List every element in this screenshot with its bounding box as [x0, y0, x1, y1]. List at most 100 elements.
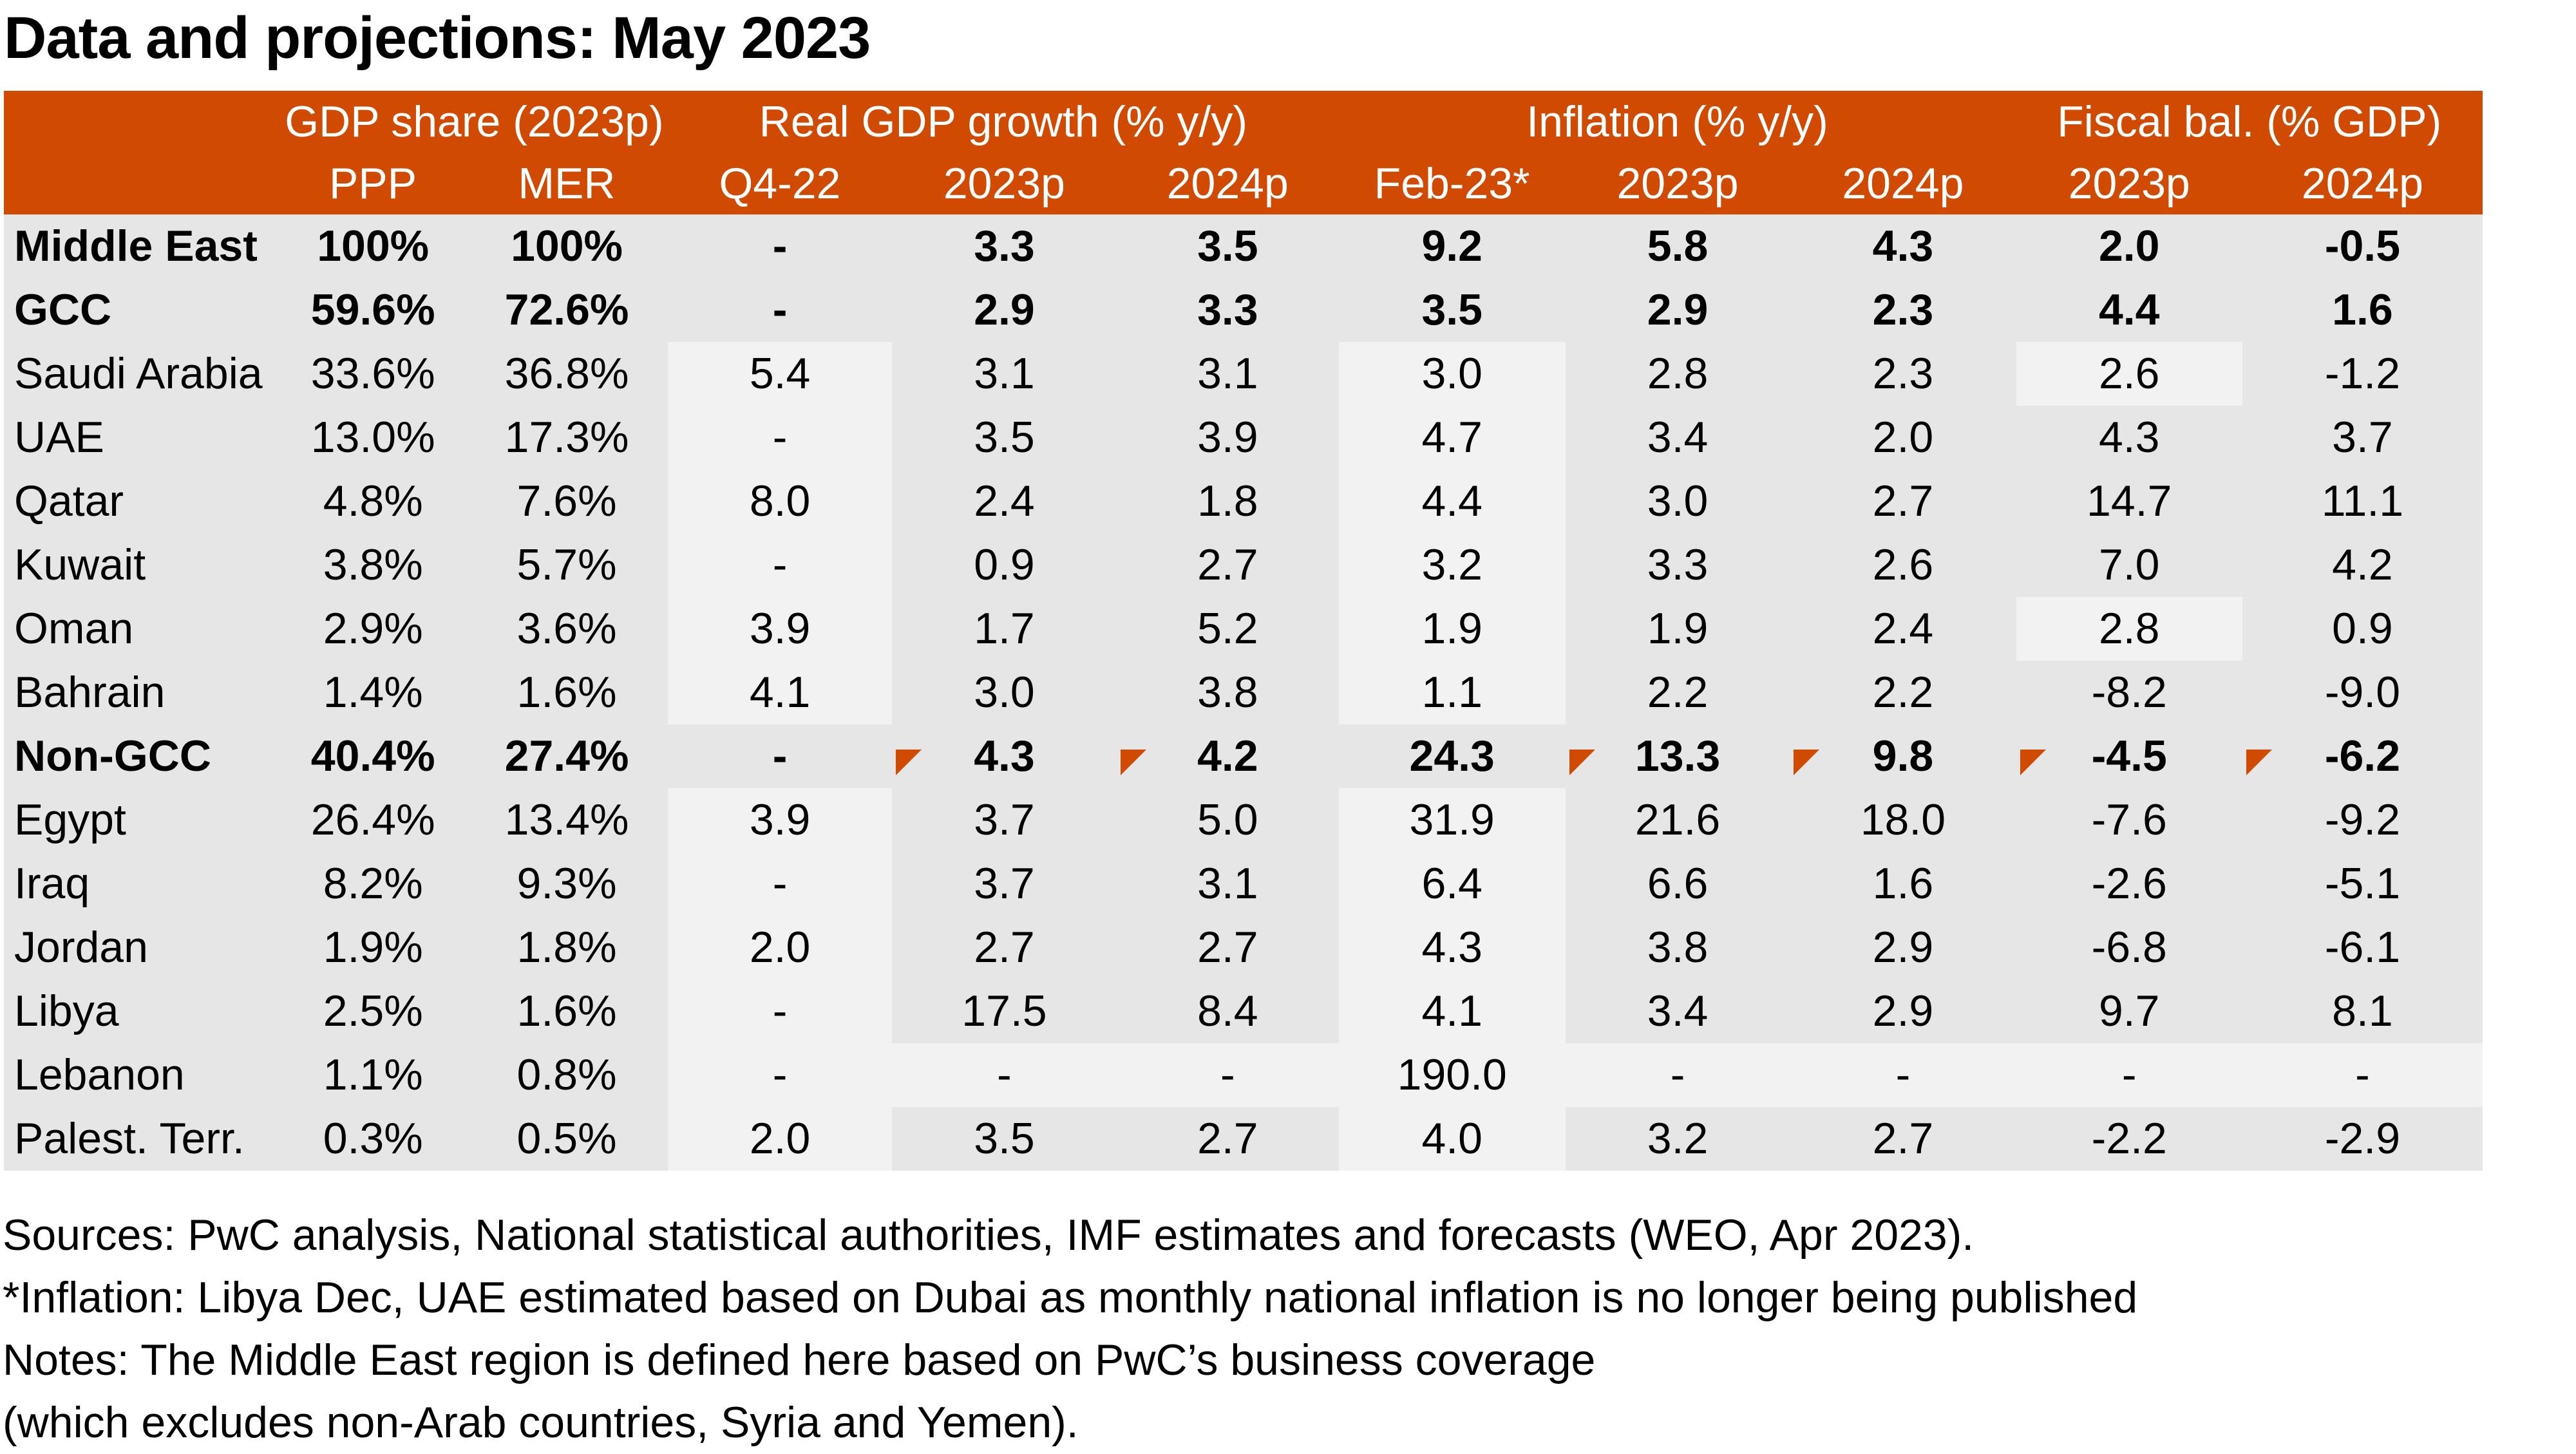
cell-value: 33.6% — [310, 349, 435, 398]
cell-gdp-2024p: 1.8 — [1117, 469, 1339, 533]
cell-fiscal-2023p: 4.4 — [2016, 278, 2242, 342]
cell-value: - — [1895, 1050, 1911, 1099]
cell-value: 3.7 — [974, 859, 1035, 908]
cell-value: 5.0 — [1197, 795, 1258, 844]
comment-indicator-icon[interactable] — [1794, 729, 1820, 775]
cell-gdp-q4-22: 5.4 — [668, 342, 892, 406]
cell-ppp: 40.4% — [280, 724, 466, 788]
cell-value: 13.4% — [504, 795, 629, 844]
cell-mer: 3.6% — [465, 597, 668, 661]
cell-value: 3.3 — [1197, 285, 1258, 334]
data-table: GDP share (2023p) Real GDP growth (% y/y… — [4, 91, 2483, 1171]
cell-value: 9.2 — [1421, 222, 1482, 270]
cell-fiscal-2023p: -4.5 — [2016, 724, 2242, 788]
cell-value: -6.2 — [2324, 732, 2401, 780]
cell-gdp-2024p: 8.4 — [1117, 979, 1339, 1043]
cell-gdp-2023p: 1.7 — [891, 597, 1117, 661]
cell-value: 2.7 — [1197, 1114, 1258, 1163]
cell-fiscal-2023p: -2.6 — [2016, 852, 2242, 916]
cell-value: 6.4 — [1421, 859, 1482, 908]
cell-value: 2.8 — [1647, 349, 1709, 398]
table-row: Egypt 26.4% 13.4% 3.9 3.7 5.0 31.9 21.6 18.0 -7.6… — [4, 788, 2483, 852]
column-header-fiscal-2023p: 2023p — [2068, 159, 2190, 208]
cell-value: 4.3 — [2098, 413, 2160, 462]
cell-fiscal-2023p: 14.7 — [2016, 469, 2242, 533]
cell-gdp-2023p: 3.1 — [891, 342, 1117, 406]
cell-fiscal-2024p: 1.6 — [2242, 278, 2483, 342]
cell-infl-feb-23: 3.0 — [1338, 342, 1566, 406]
table-row: Non-GCC 40.4% 27.4% - 4.3 4.2 24.3 13.3 9.8 -4.5 -… — [4, 724, 2483, 788]
cell-infl-2023p: 2.9 — [1565, 278, 1790, 342]
cell-value: 4.3 — [1872, 222, 1934, 270]
cell-value: 2.6 — [1872, 540, 1934, 589]
header-group-real-gdp-growth: Real GDP growth (% y/y) — [759, 97, 1248, 146]
cell-ppp: 59.6% — [280, 278, 466, 342]
cell-gdp-2024p: 2.7 — [1117, 533, 1339, 597]
row-label: Lebanon — [4, 1043, 281, 1107]
cell-value: 3.9 — [749, 795, 811, 844]
table-row: GCC 59.6% 72.6% - 2.9 3.3 3.5 2.9 2.3 4.4 1.6 — [4, 278, 2483, 342]
comment-indicator-icon[interactable] — [1569, 729, 1595, 775]
table-row: Lebanon 1.1% 0.8% - - - 190.0 - - - - — [4, 1043, 2483, 1107]
cell-ppp: 100% — [280, 214, 466, 278]
cell-gdp-2023p: 17.5 — [891, 979, 1117, 1043]
header-group-inflation: Inflation (% y/y) — [1526, 97, 1828, 146]
cell-infl-2024p: 2.3 — [1790, 278, 2016, 342]
comment-indicator-icon[interactable] — [1121, 729, 1147, 775]
cell-value: 2.9 — [1872, 923, 1934, 972]
row-label: Libya — [4, 979, 281, 1043]
footnotes: Sources: PwC analysis, National statisti… — [3, 1204, 2137, 1454]
cell-value: 2.4 — [1872, 604, 1934, 653]
cell-value: - — [772, 285, 788, 334]
cell-value: 3.7 — [2332, 413, 2393, 462]
cell-value: 3.3 — [1647, 540, 1709, 589]
cell-fiscal-2023p: -7.6 — [2016, 788, 2242, 852]
cell-value: 4.4 — [1421, 477, 1482, 525]
cell-value: 3.8 — [1647, 923, 1709, 972]
cell-gdp-q4-22: 3.9 — [668, 788, 892, 852]
cell-value: - — [2355, 1050, 2370, 1099]
cell-fiscal-2023p: 4.3 — [2016, 406, 2242, 469]
cell-mer: 100% — [465, 214, 668, 278]
comment-indicator-icon[interactable] — [2246, 729, 2272, 775]
cell-value: 2.0 — [2098, 222, 2160, 270]
column-header-ppp: PPP — [329, 159, 417, 208]
cell-infl-feb-23: 1.9 — [1338, 597, 1566, 661]
cell-mer: 9.3% — [465, 852, 668, 916]
cell-gdp-q4-22: - — [668, 406, 892, 469]
cell-value: 5.4 — [749, 349, 811, 398]
cell-value: 3.8% — [323, 540, 423, 589]
cell-value: 8.0 — [749, 477, 811, 525]
cell-value: 3.5 — [1197, 222, 1258, 270]
cell-value: 0.8% — [516, 1050, 617, 1099]
cell-mer: 0.5% — [465, 1107, 668, 1171]
cell-gdp-2024p: - — [1117, 1043, 1339, 1107]
cell-value: 100% — [511, 222, 623, 270]
column-header-mer: MER — [518, 159, 616, 208]
cell-value: -4.5 — [2091, 732, 2167, 780]
cell-value: 4.2 — [2332, 540, 2393, 589]
cell-infl-2024p: 9.8 — [1790, 724, 2016, 788]
cell-fiscal-2024p: 8.1 — [2242, 979, 2483, 1043]
cell-mer: 1.8% — [465, 916, 668, 979]
footnote-line: Notes: The Middle East region is defined… — [3, 1336, 1596, 1384]
cell-value: - — [772, 222, 788, 270]
cell-mer: 1.6% — [465, 661, 668, 724]
cell-gdp-2023p: 3.3 — [891, 214, 1117, 278]
cell-infl-2023p: 21.6 — [1565, 788, 1790, 852]
cell-gdp-q4-22: 2.0 — [668, 1107, 892, 1171]
row-label: Saudi Arabia — [4, 342, 281, 406]
cell-value: 8.2% — [323, 859, 423, 908]
header-group-fiscal-balance: Fiscal bal. (% GDP) — [2057, 97, 2442, 146]
cell-value: 1.6 — [1872, 859, 1934, 908]
footnote-line: (which excludes non-Arab countries, Syri… — [3, 1398, 1079, 1447]
cell-infl-2023p: - — [1565, 1043, 1790, 1107]
cell-value: 4.3 — [1421, 923, 1482, 972]
comment-indicator-icon[interactable] — [2020, 729, 2046, 775]
comment-indicator-icon[interactable] — [895, 729, 922, 775]
cell-value: 2.7 — [1872, 1114, 1934, 1163]
cell-infl-2024p: 2.7 — [1790, 1107, 2016, 1171]
cell-value: -9.0 — [2324, 668, 2401, 717]
cell-value: 8.4 — [1197, 987, 1258, 1035]
cell-value: 40.4% — [310, 732, 435, 780]
